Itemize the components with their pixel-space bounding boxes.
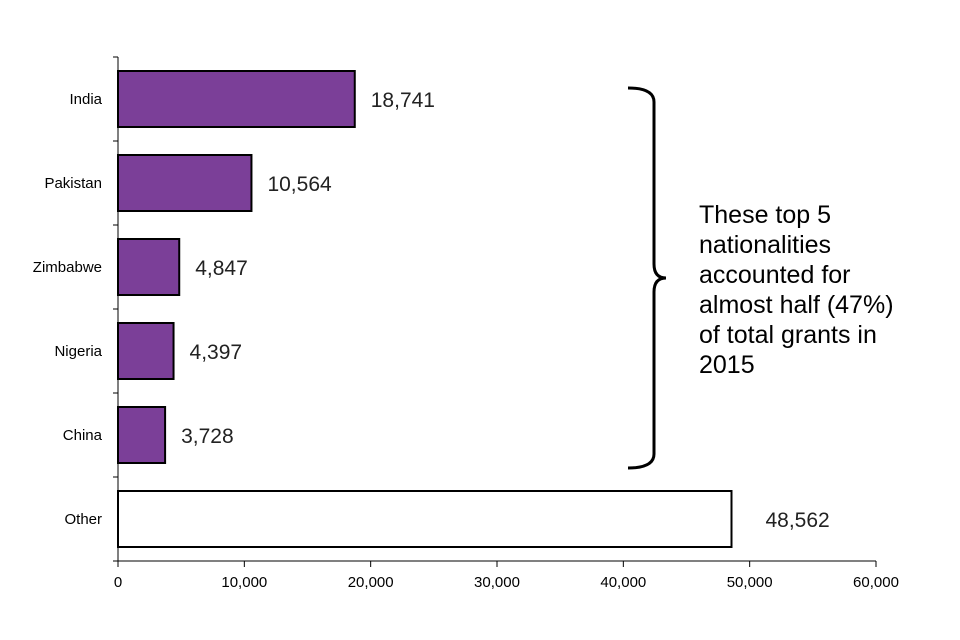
bar-zimbabwe [117,238,181,296]
x-tick-label: 20,000 [348,574,394,591]
category-label-pakistan: Pakistan [44,175,102,192]
x-tick-label: 0 [114,574,122,591]
bar-india [117,70,356,128]
x-tick-label: 10,000 [221,574,267,591]
data-label-nigeria: 4,397 [190,341,243,364]
category-label-nigeria: Nigeria [54,343,102,360]
data-label-china: 3,728 [181,425,234,448]
x-tick-label: 40,000 [600,574,646,591]
category-label-india: India [69,91,102,108]
annotation-text: These top 5 nationalities accounted for … [699,201,894,379]
data-label-other: 48,562 [765,509,829,532]
bar-other [117,490,733,548]
data-label-pakistan: 10,564 [267,173,332,196]
x-tick-label: 60,000 [853,574,899,591]
bar-china [117,406,167,464]
x-tick-label: 30,000 [474,574,520,591]
group-brace [627,86,667,470]
category-label-china: China [63,427,103,444]
x-tick-label: 50,000 [727,574,773,591]
bar-nigeria [117,322,175,380]
category-label-zimbabwe: Zimbabwe [33,259,102,276]
category-label-other: Other [64,511,102,528]
data-label-zimbabwe: 4,847 [195,257,248,280]
bar-pakistan [117,154,253,212]
data-label-india: 18,741 [371,89,435,112]
